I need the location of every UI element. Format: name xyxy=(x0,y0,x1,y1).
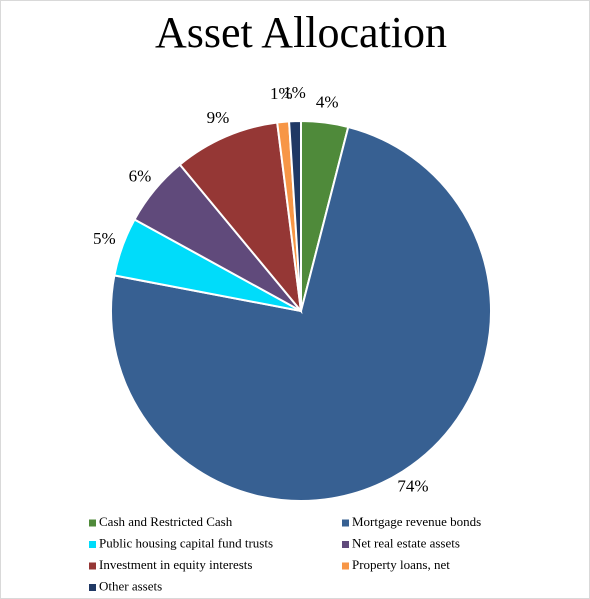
legend-swatch xyxy=(89,562,96,570)
legend-swatch xyxy=(342,519,349,527)
legend-label: Cash and Restricted Cash xyxy=(99,514,233,529)
legend-swatch xyxy=(89,541,96,548)
chart-title: Asset Allocation xyxy=(155,8,447,57)
value-label: 1% xyxy=(283,83,306,102)
legend-swatch xyxy=(342,562,349,570)
legend-label: Other assets xyxy=(99,578,162,593)
value-label: 1% xyxy=(270,84,293,103)
legend-swatch xyxy=(342,541,349,548)
legend-label: Property loans, net xyxy=(352,557,450,572)
legend-label: Public housing capital fund trusts xyxy=(99,535,273,550)
value-label: 74% xyxy=(397,476,428,495)
legend-label: Investment in equity interests xyxy=(99,557,252,572)
legend-label: Net real estate assets xyxy=(352,535,460,550)
value-label: 9% xyxy=(207,108,230,127)
pie-slice xyxy=(178,121,303,315)
value-label: 6% xyxy=(129,167,152,186)
legend-label: Mortgage revenue bonds xyxy=(352,514,481,529)
pie-slice xyxy=(110,125,492,502)
pie-slice xyxy=(288,119,302,312)
value-label: 5% xyxy=(93,229,116,248)
legend-swatch xyxy=(89,519,96,527)
value-label: 4% xyxy=(316,93,339,112)
legend-swatch xyxy=(89,584,96,591)
